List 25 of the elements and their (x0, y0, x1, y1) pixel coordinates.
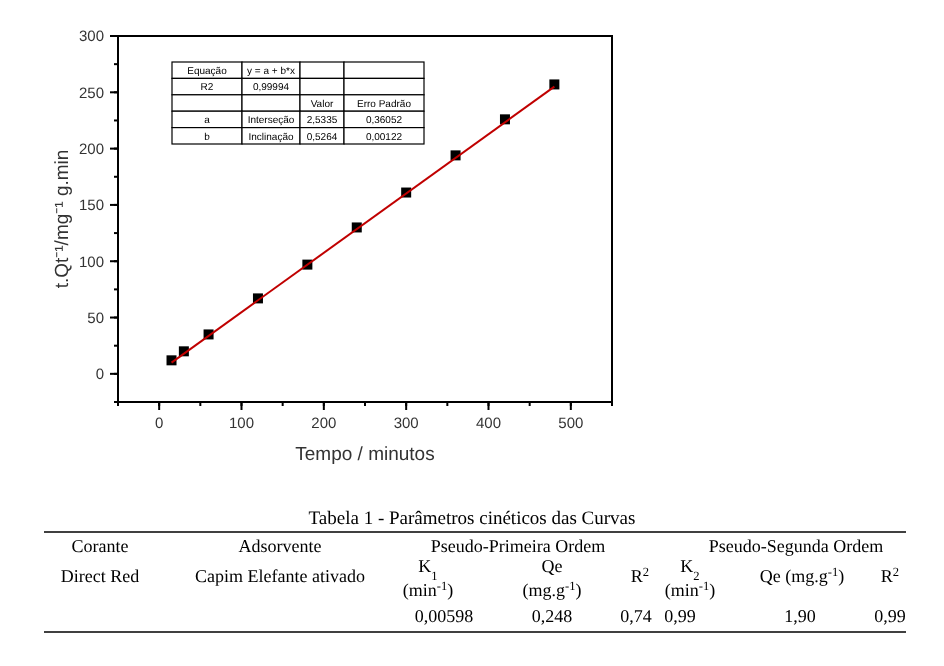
text: Qe (541, 556, 563, 576)
text: R$^{2}$ (630, 565, 650, 586)
x-axis-title: Tempo / minutos (295, 444, 436, 466)
text: Qe (mg.g$^{-1}$) (759, 565, 845, 586)
text: (min$^{-1}$) (664, 579, 716, 600)
text: 0,248 (531, 606, 574, 626)
text: K$_{1}$ (418, 556, 438, 583)
text: (mg.g$^{-1}$) (522, 579, 582, 600)
text: R$^{2}$ (880, 565, 900, 586)
text: 1,90 (784, 606, 817, 626)
y-axis-title: t.Qt⁻¹/mg⁻¹ g.min (52, 149, 74, 289)
text: 0,99 (664, 606, 697, 626)
point (549, 79, 560, 90)
text: 0,99 (874, 606, 907, 626)
text: K$_{2}$ (680, 556, 700, 583)
text: Pseudo-Segunda Ordem (708, 536, 884, 556)
text: Corante (71, 536, 129, 556)
text: Direct Red (60, 566, 141, 586)
text: Pseudo-Primeira Ordem (430, 536, 606, 556)
text: Tabela 1 - Parâmetros cinéticos das Curvas (308, 510, 637, 530)
text: Capim Elefante ativado (195, 566, 366, 586)
text: (min$^{-1}$) (402, 579, 454, 600)
text: 0,00598 (414, 606, 475, 626)
text: Adsorvente (238, 536, 322, 556)
text: 0,74 (620, 606, 653, 626)
